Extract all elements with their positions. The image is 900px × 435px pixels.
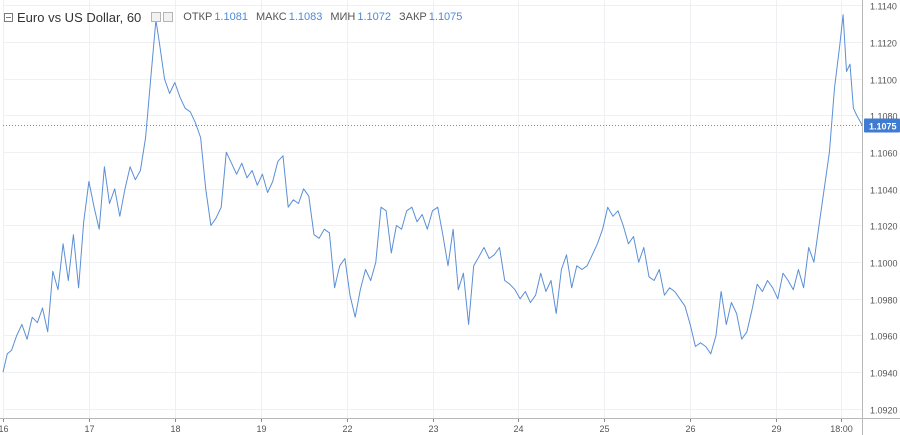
y-tick-label: 1.1120 xyxy=(870,39,897,49)
last-price-label: 1.1075 xyxy=(869,122,897,132)
x-tick-label: 22 xyxy=(342,424,352,434)
high-value: 1.1083 xyxy=(288,11,323,23)
x-tick-label: 17 xyxy=(84,424,94,434)
collapse-icon[interactable] xyxy=(4,12,13,22)
symbol-title: Euro vs US Dollar, 60 xyxy=(17,9,142,25)
x-tick-label: 19 xyxy=(256,424,266,434)
x-tick-label: 18:00 xyxy=(830,424,853,434)
series-line[interactable] xyxy=(2,14,863,373)
x-tick-label: 26 xyxy=(685,424,695,434)
y-tick-label: 1.1100 xyxy=(870,76,897,86)
high-label: МАКС xyxy=(255,11,287,23)
low-value: 1.1072 xyxy=(357,11,392,23)
y-tick-label: 1.1040 xyxy=(870,186,898,196)
y-tick-label: 1.1060 xyxy=(870,149,898,159)
y-tick-label: 1.1000 xyxy=(870,259,898,269)
y-tick-label: 1.0920 xyxy=(870,406,898,416)
x-tick-label: 16 xyxy=(0,424,9,434)
x-tick-label: 23 xyxy=(428,424,438,434)
y-tick-label: 1.0980 xyxy=(870,296,898,306)
y-tick-label: 1.1020 xyxy=(870,222,898,232)
low-label: МИН xyxy=(330,11,356,23)
y-tick-label: 1.0960 xyxy=(870,332,898,342)
x-tick-label: 18 xyxy=(170,424,180,434)
x-tick-label: 24 xyxy=(513,424,523,434)
y-tick-label: 1.0940 xyxy=(870,369,898,379)
x-tick-label: 25 xyxy=(599,424,609,434)
x-tick-label: 29 xyxy=(771,424,781,434)
chart-legend: Euro vs US Dollar, 60 ОТКР 1.1081 МАКС 1… xyxy=(4,8,470,26)
y-tick-label: 1.1140 xyxy=(870,2,897,12)
last-price-badge xyxy=(864,118,900,133)
close-value: 1.1075 xyxy=(428,11,463,23)
open-label: ОТКР xyxy=(183,11,213,23)
settings-toggle-icon[interactable] xyxy=(151,12,162,22)
y-tick-label: 1.1080 xyxy=(870,112,898,122)
close-toggle-icon[interactable] xyxy=(163,12,174,22)
close-label: ЗАКР xyxy=(399,11,427,23)
open-value: 1.1081 xyxy=(214,11,248,23)
